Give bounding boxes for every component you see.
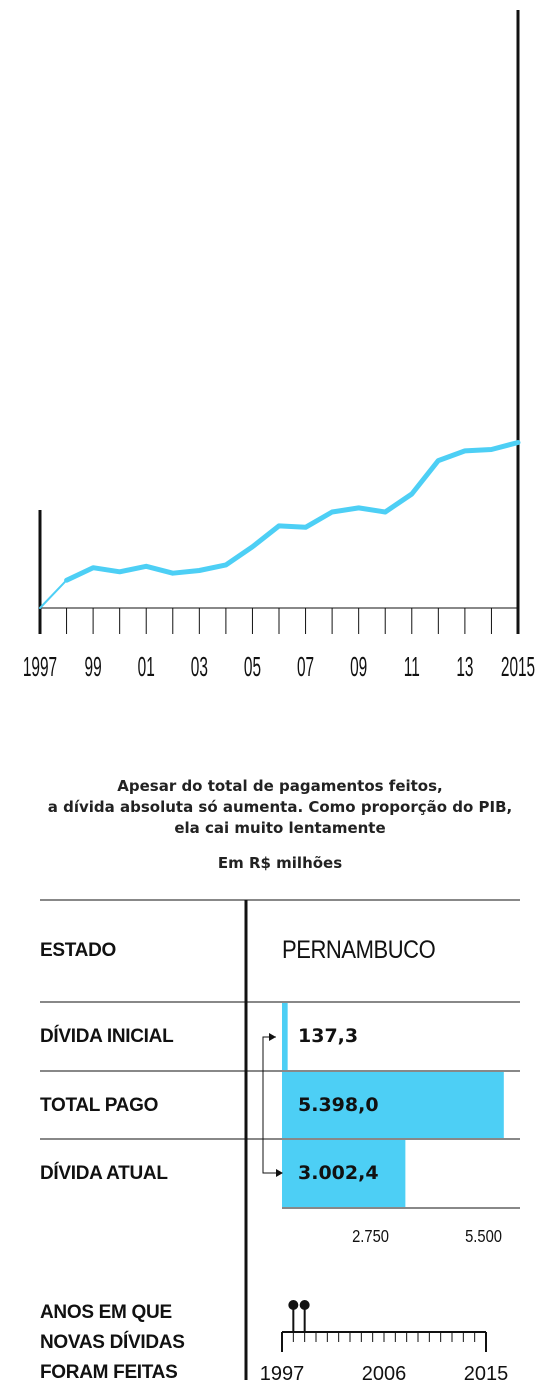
- bar-x-tick-label: 5.500: [465, 1227, 502, 1247]
- x-tick-label: 07: [297, 651, 314, 682]
- connector-line: [262, 1036, 276, 1174]
- row-label-total-pago: TOTAL PAGO: [40, 1095, 159, 1116]
- bar-x-tick-label: 2.750: [352, 1227, 389, 1247]
- subtitle-line-3: ela cai muito lentamente: [174, 819, 386, 837]
- timeline-label-line-2: NOVAS DÍVIDAS: [40, 1332, 185, 1353]
- series-line: [64, 440, 521, 583]
- subtitle-line-2: a dívida absoluta só aumenta. Como propo…: [47, 798, 513, 816]
- timeline-tick-label: 2015: [464, 1363, 509, 1385]
- timeline-dot: [288, 1300, 299, 1310]
- bar-value-divida-atual: 3.002,4: [298, 1162, 379, 1184]
- x-tick-label: 09: [350, 651, 367, 682]
- timeline-label-line-1: ANOS EM QUE: [40, 1302, 172, 1323]
- x-tick-label: 13: [456, 651, 473, 682]
- bar: [282, 1072, 504, 1138]
- row-label-divida-atual: DÍVIDA ATUAL: [40, 1163, 168, 1184]
- state-debt-bar-chart: 2.750 5.500: [40, 899, 520, 1380]
- subtitle-line-1: Apesar do total de pagamentos feitos,: [117, 777, 443, 795]
- bar: [282, 1003, 288, 1070]
- new-debt-years-timeline: 1997 2006 2015: [260, 1300, 509, 1385]
- timeline-dot: [299, 1300, 310, 1310]
- series-line-start: [39, 579, 68, 609]
- debt-line-chart: 1997 99 01 03 05 07 09 11 13 2015: [23, 10, 535, 682]
- x-tick-label: 01: [138, 651, 155, 682]
- timeline-label-line-3: FORAM FEITAS: [40, 1362, 178, 1383]
- x-tick-label: 1997: [23, 651, 57, 682]
- state-name: PERNAMBUCO: [282, 936, 436, 964]
- timeline-label: ANOS EM QUE NOVAS DÍVIDAS FORAM FEITAS: [40, 1298, 185, 1388]
- x-tick-label: 11: [404, 651, 420, 682]
- row-label-divida-inicial: DÍVIDA INICIAL: [40, 1026, 174, 1047]
- header-label: ESTADO: [40, 940, 116, 961]
- timeline-tick-label: 2006: [362, 1363, 407, 1385]
- bar-value-total-pago: 5.398,0: [298, 1094, 379, 1116]
- x-tick-label: 2015: [501, 651, 535, 682]
- x-tick-label: 99: [85, 651, 102, 682]
- arrow-head-bottom: [276, 1169, 283, 1177]
- unit-label: Em R$ milhões: [217, 854, 343, 872]
- timeline-tick-label: 1997: [260, 1363, 305, 1385]
- bar: [282, 1140, 406, 1207]
- bar-chart-subtitle: Apesar do total de pagamentos feitos, a …: [0, 776, 560, 839]
- x-tick-label: 03: [191, 651, 208, 682]
- x-tick-label: 05: [244, 651, 261, 682]
- arrow-head-top: [269, 1033, 276, 1041]
- bar-value-divida-inicial: 137,3: [298, 1025, 359, 1047]
